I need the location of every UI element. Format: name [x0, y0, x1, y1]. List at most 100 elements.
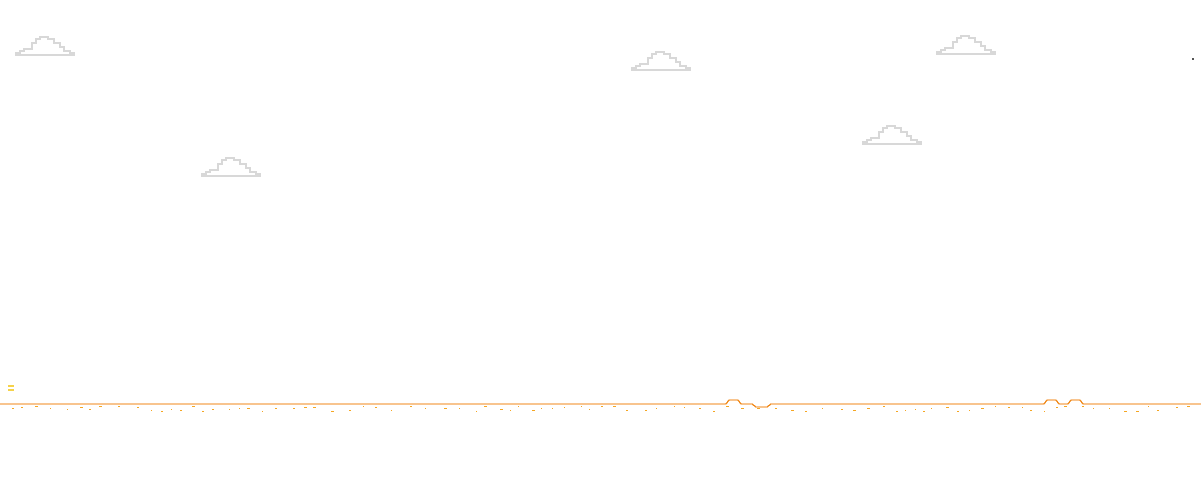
ground-speck — [905, 410, 906, 411]
ground-speck — [391, 410, 392, 411]
cloud-icon — [861, 122, 923, 148]
ground-speck — [50, 408, 51, 409]
ground-speck — [275, 408, 277, 409]
ground-speck — [80, 407, 83, 408]
ground-speck — [21, 407, 23, 408]
ground-speck — [552, 408, 553, 409]
ground-speck — [532, 410, 535, 411]
ground-speck — [883, 406, 885, 407]
ground-speck — [476, 411, 477, 412]
ground-speck — [741, 408, 744, 409]
ground-speck — [35, 406, 38, 407]
cloud-icon — [935, 32, 997, 58]
ground-speck — [957, 411, 959, 412]
ground-speck — [1124, 411, 1127, 412]
ground-speck — [262, 411, 263, 412]
ground-speck — [1044, 411, 1045, 412]
ground-speck — [1093, 408, 1094, 409]
ground-svg — [0, 399, 1201, 412]
ground-speck — [212, 409, 214, 410]
ground-speck — [1082, 406, 1084, 407]
ground-speck — [1064, 406, 1067, 407]
ground-speck — [171, 409, 172, 410]
ground-speck — [713, 411, 715, 412]
ground-speck — [67, 409, 68, 410]
speck-marker — [1192, 58, 1194, 60]
ground-speck — [757, 408, 760, 409]
ground-speck — [674, 406, 675, 407]
cloud-icon — [14, 33, 76, 59]
cloud-icon — [630, 48, 692, 74]
ground-speck — [137, 407, 139, 408]
ground-speck — [726, 406, 729, 407]
ground-speck — [1136, 411, 1139, 412]
ground-speck — [791, 410, 794, 411]
ground-speck — [1157, 410, 1159, 411]
ground-speck — [805, 411, 807, 412]
ground-speck — [484, 406, 487, 407]
ground-speck — [896, 411, 898, 412]
ground-speck — [444, 408, 447, 409]
ground-speck — [293, 408, 295, 409]
ground-horizon — [0, 384, 1201, 424]
ground-speck — [459, 408, 460, 409]
ground-speck — [867, 408, 870, 409]
ground-speck — [946, 407, 949, 408]
ground-line — [0, 399, 1201, 408]
ground-speck — [349, 410, 351, 411]
ground-speck — [99, 406, 102, 407]
ground-speck — [247, 408, 250, 409]
ground-speck — [1056, 407, 1058, 408]
ground-speck — [841, 409, 843, 410]
ground-speck — [118, 406, 120, 407]
ground-speck — [151, 410, 152, 411]
ground-speck — [239, 408, 240, 409]
ground-speck — [304, 407, 307, 408]
ground-speck — [518, 406, 519, 407]
ground-speck — [313, 407, 316, 408]
ground-speck — [645, 410, 647, 411]
ground-speck — [331, 411, 334, 412]
ground-speck — [1176, 407, 1178, 408]
ground-speck — [684, 407, 685, 408]
ground-speck — [699, 408, 701, 409]
ground-speck — [363, 406, 364, 407]
ground-speck — [1022, 407, 1023, 408]
ground-speck — [1187, 406, 1190, 407]
ground-speck — [410, 406, 412, 407]
ground-speck — [161, 411, 163, 412]
ground-speck — [180, 410, 182, 411]
ground-speck — [1148, 406, 1149, 407]
ground-speck — [995, 406, 996, 407]
ground-speck — [541, 408, 542, 409]
ground-speck — [500, 409, 503, 410]
ground-speck — [626, 410, 628, 411]
ground-speck — [601, 406, 603, 407]
ground-speck — [613, 406, 616, 407]
ground-speck — [915, 409, 916, 410]
ground-speckles — [12, 406, 1190, 412]
ground-speck — [1008, 407, 1010, 408]
ground-speck — [969, 410, 970, 411]
ground-speck — [581, 406, 582, 407]
ground-speck — [192, 406, 195, 407]
ground-speck — [822, 408, 823, 409]
ground-speck — [1030, 410, 1032, 411]
ground-speck — [775, 408, 777, 409]
ground-speck — [564, 407, 565, 408]
ground-speck — [853, 410, 856, 411]
ground-speck — [1109, 408, 1110, 409]
ground-speck — [656, 408, 657, 409]
ground-speck — [425, 408, 426, 409]
ground-speck — [589, 409, 590, 410]
ground-speck — [375, 407, 377, 408]
ground-speck — [931, 408, 932, 409]
ground-speck — [510, 410, 511, 411]
ground-speck — [981, 408, 984, 409]
ground-speck — [229, 409, 230, 410]
ground-speck — [12, 408, 14, 409]
ground-speck — [202, 411, 204, 412]
ground-speck — [89, 409, 91, 410]
cloud-icon — [200, 154, 262, 180]
